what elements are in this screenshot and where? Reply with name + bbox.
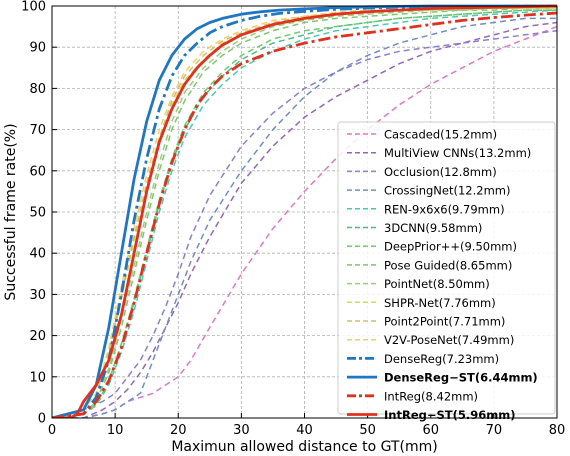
- axis-ticks: 0 10 20 30 40 50 60 70 80 0 10 20 30 40 50 60 70 80 90 100: [21, 0, 565, 438]
- series-line-7: [52, 7, 557, 418]
- legend-label-10: Point2Point(7.71mm): [384, 315, 505, 329]
- legend: Cascaded(15.2mm) MultiView CNNs(13.2mm) Oc…: [337, 121, 556, 422]
- x-tick-label: 80: [549, 423, 566, 438]
- series-line-14: [52, 11, 557, 418]
- legend-label-9: SHPR-Net(7.76mm): [384, 296, 496, 310]
- legend-label-3: CrossingNet(12.2mm): [384, 184, 510, 198]
- legend-label-15: IntReg−ST(5.96mm): [384, 408, 515, 422]
- legend-label-14: IntReg(8.42mm): [384, 389, 478, 403]
- y-tick-label: 30: [29, 288, 46, 303]
- legend-label-12: DenseReg(7.23mm): [384, 352, 499, 366]
- x-tick-label: 30: [233, 423, 250, 438]
- series-lines: [52, 4, 557, 418]
- legend-label-5: 3DCNN(9.58mm): [384, 221, 482, 235]
- x-axis-label: Maximun allowed distance to GT(mm): [171, 439, 437, 455]
- y-tick-label: 40: [29, 247, 46, 262]
- series-line-9: [52, 7, 557, 418]
- legend-label-6: DeepPrior++(9.50mm): [384, 240, 517, 254]
- series-line-2: [52, 29, 557, 418]
- legend-label-1: MultiView CNNs(13.2mm): [384, 146, 531, 160]
- x-tick-label: 50: [359, 423, 376, 438]
- series-line-4: [52, 9, 557, 418]
- series-line-13: [52, 4, 557, 418]
- legend-label-13: DenseReg−ST(6.44mm): [384, 371, 538, 385]
- series-line-3: [52, 17, 557, 418]
- series-line-1: [52, 21, 557, 418]
- legend-label-4: REN-9x6x6(9.79mm): [384, 202, 505, 216]
- x-tick-label: 60: [422, 423, 439, 438]
- y-tick-label: 100: [21, 0, 46, 15]
- y-tick-label: 10: [29, 370, 46, 385]
- y-tick-label: 80: [29, 82, 46, 97]
- x-tick-label: 0: [48, 423, 56, 438]
- x-tick-label: 70: [486, 423, 503, 438]
- legend-label-8: PointNet(8.50mm): [384, 277, 490, 291]
- x-tick-label: 40: [296, 423, 313, 438]
- legend-label-0: Cascaded(15.2mm): [384, 128, 497, 142]
- series-line-12: [52, 4, 557, 418]
- legend-label-2: Occlusion(12.8mm): [384, 165, 497, 179]
- y-tick-label: 20: [29, 329, 46, 344]
- y-tick-label: 60: [29, 164, 46, 179]
- legend-label-7: Pose Guided(8.65mm): [384, 258, 512, 272]
- x-tick-label: 10: [107, 423, 124, 438]
- y-tick-label: 90: [29, 41, 46, 56]
- legend-box: [337, 121, 556, 415]
- y-tick-label: 0: [38, 412, 46, 427]
- legend-label-11: V2V-PoseNet(7.49mm): [384, 333, 514, 347]
- y-tick-label: 70: [29, 123, 46, 138]
- series-line-15: [52, 4, 557, 418]
- y-tick-label: 50: [29, 206, 46, 221]
- y-axis-label: Successful frame rate(%): [3, 123, 19, 300]
- x-tick-label: 20: [170, 423, 187, 438]
